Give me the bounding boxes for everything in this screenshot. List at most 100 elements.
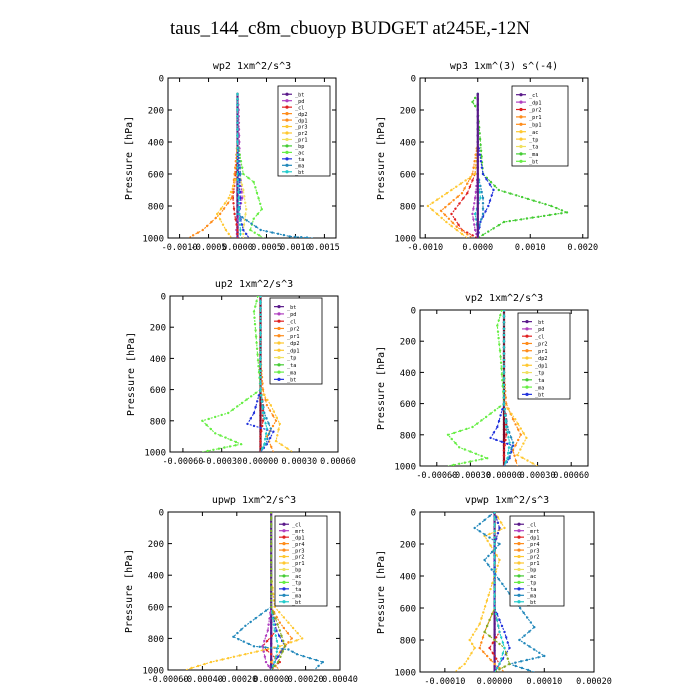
vpwp-point — [483, 605, 487, 608]
vp2-point — [514, 423, 517, 426]
wp3-point — [478, 132, 481, 135]
wp3-legend-marker — [519, 93, 523, 97]
wp3-point — [476, 121, 479, 125]
vp2-point — [510, 412, 513, 416]
vpwp-point — [505, 636, 508, 639]
upwp-ytick-label: 800 — [148, 635, 164, 645]
vp2-point — [465, 427, 468, 431]
wp3-point — [476, 92, 479, 96]
wp3-point — [464, 179, 467, 182]
wp2-chart: wp2 1xm^2/s^3 Pressure [hPa] 0 200 400 600 800… — [124, 61, 340, 253]
up2-point — [212, 448, 215, 451]
upwp-point — [270, 574, 273, 577]
upwp-point — [301, 637, 304, 640]
upwp-point — [244, 653, 247, 656]
up2-point — [272, 410, 275, 413]
up2-point — [259, 357, 262, 360]
up2-point — [259, 369, 262, 373]
wp3-point — [550, 204, 553, 208]
vpwp-point — [501, 657, 505, 660]
vpwp-point — [485, 654, 489, 658]
up2-point — [259, 382, 262, 385]
up2-point — [259, 404, 262, 407]
wp3-legend-marker — [519, 122, 523, 126]
wp3-point — [538, 201, 541, 204]
upwp-xtick-label: 0.00040 — [322, 675, 358, 685]
wp2-point — [239, 196, 242, 200]
up2-point — [271, 424, 275, 428]
wp2-point — [238, 223, 242, 226]
upwp-point — [270, 599, 273, 602]
wp3-point — [515, 194, 518, 197]
vpwp-legend-marker — [517, 554, 521, 559]
up2-point — [269, 427, 272, 430]
up2-legend-marker — [277, 305, 281, 309]
wp3-point — [440, 216, 443, 220]
wp3-point — [471, 172, 474, 176]
up2-point — [229, 438, 232, 441]
vpwp-point — [543, 654, 546, 658]
vpwp-point — [488, 618, 491, 622]
vp2-point — [504, 419, 507, 423]
up2-legend-marker — [277, 334, 281, 338]
vpwp-point — [493, 583, 496, 586]
wp2-legend-label: _bt — [295, 92, 304, 98]
vpwp-point — [505, 652, 508, 655]
upwp-point — [264, 646, 267, 649]
wp3-point — [520, 195, 524, 199]
vpwp-point — [493, 517, 496, 520]
upwp-ytick-label: 1000 — [142, 667, 164, 677]
up2-point — [254, 305, 257, 308]
up2-point — [259, 313, 262, 316]
vpwp-ytick-label: 600 — [400, 605, 416, 615]
vp2-point — [500, 440, 503, 443]
upwp-legend-marker — [282, 535, 286, 539]
up2-point — [277, 428, 280, 431]
up2-point — [219, 434, 222, 437]
upwp-legend-marker — [282, 561, 286, 565]
vpwp-point — [497, 578, 500, 581]
vpwp-point — [458, 666, 461, 670]
wp2-point — [219, 207, 223, 210]
vp2-point — [506, 457, 509, 460]
vpwp-point — [495, 618, 499, 622]
vpwp-point — [475, 628, 478, 631]
wp3-point — [471, 100, 474, 104]
wp2-point — [239, 160, 243, 163]
vp2-point — [505, 425, 508, 429]
vp2-point — [497, 419, 501, 423]
vp2-point — [500, 367, 503, 370]
vpwp-point — [503, 646, 506, 650]
up2-plot-frame — [169, 295, 339, 453]
up2-point — [263, 443, 266, 446]
up2-point — [272, 430, 275, 433]
upwp-point — [237, 638, 240, 641]
upwp-point — [270, 536, 273, 539]
upwp-point — [268, 617, 271, 620]
up2-title: up2 1xm^2/s^3 — [215, 279, 293, 290]
upwp-ytick-label: 600 — [148, 603, 164, 613]
upwp-point — [273, 629, 276, 632]
wp2-legend-marker — [285, 163, 289, 167]
wp3-point — [460, 229, 464, 232]
wp2-legend-label: _pr1 — [295, 138, 308, 144]
upwp-point — [270, 555, 273, 558]
upwp-point — [281, 650, 284, 653]
vp2-legend-label: _cl — [535, 334, 544, 340]
vp2-legend-label: _dp2 — [535, 356, 548, 362]
wp3-point — [554, 212, 557, 216]
vp2-point — [484, 415, 488, 419]
upwp-legend-label: _ta — [292, 587, 301, 593]
vp2-point — [501, 379, 504, 382]
wp3-point — [476, 103, 479, 106]
up2-legend-label: _dp1 — [287, 348, 300, 354]
vp2-point — [514, 418, 517, 421]
upwp-legend-marker — [282, 574, 286, 578]
wp3-xtick-label: 0.0010 — [515, 243, 546, 253]
upwp-point — [270, 561, 273, 564]
upwp-point — [255, 650, 259, 653]
up2-legend-marker — [277, 363, 281, 367]
wp2-ytick-label: 800 — [148, 203, 164, 213]
vp2-point — [499, 355, 502, 358]
upwp-point — [276, 645, 280, 648]
